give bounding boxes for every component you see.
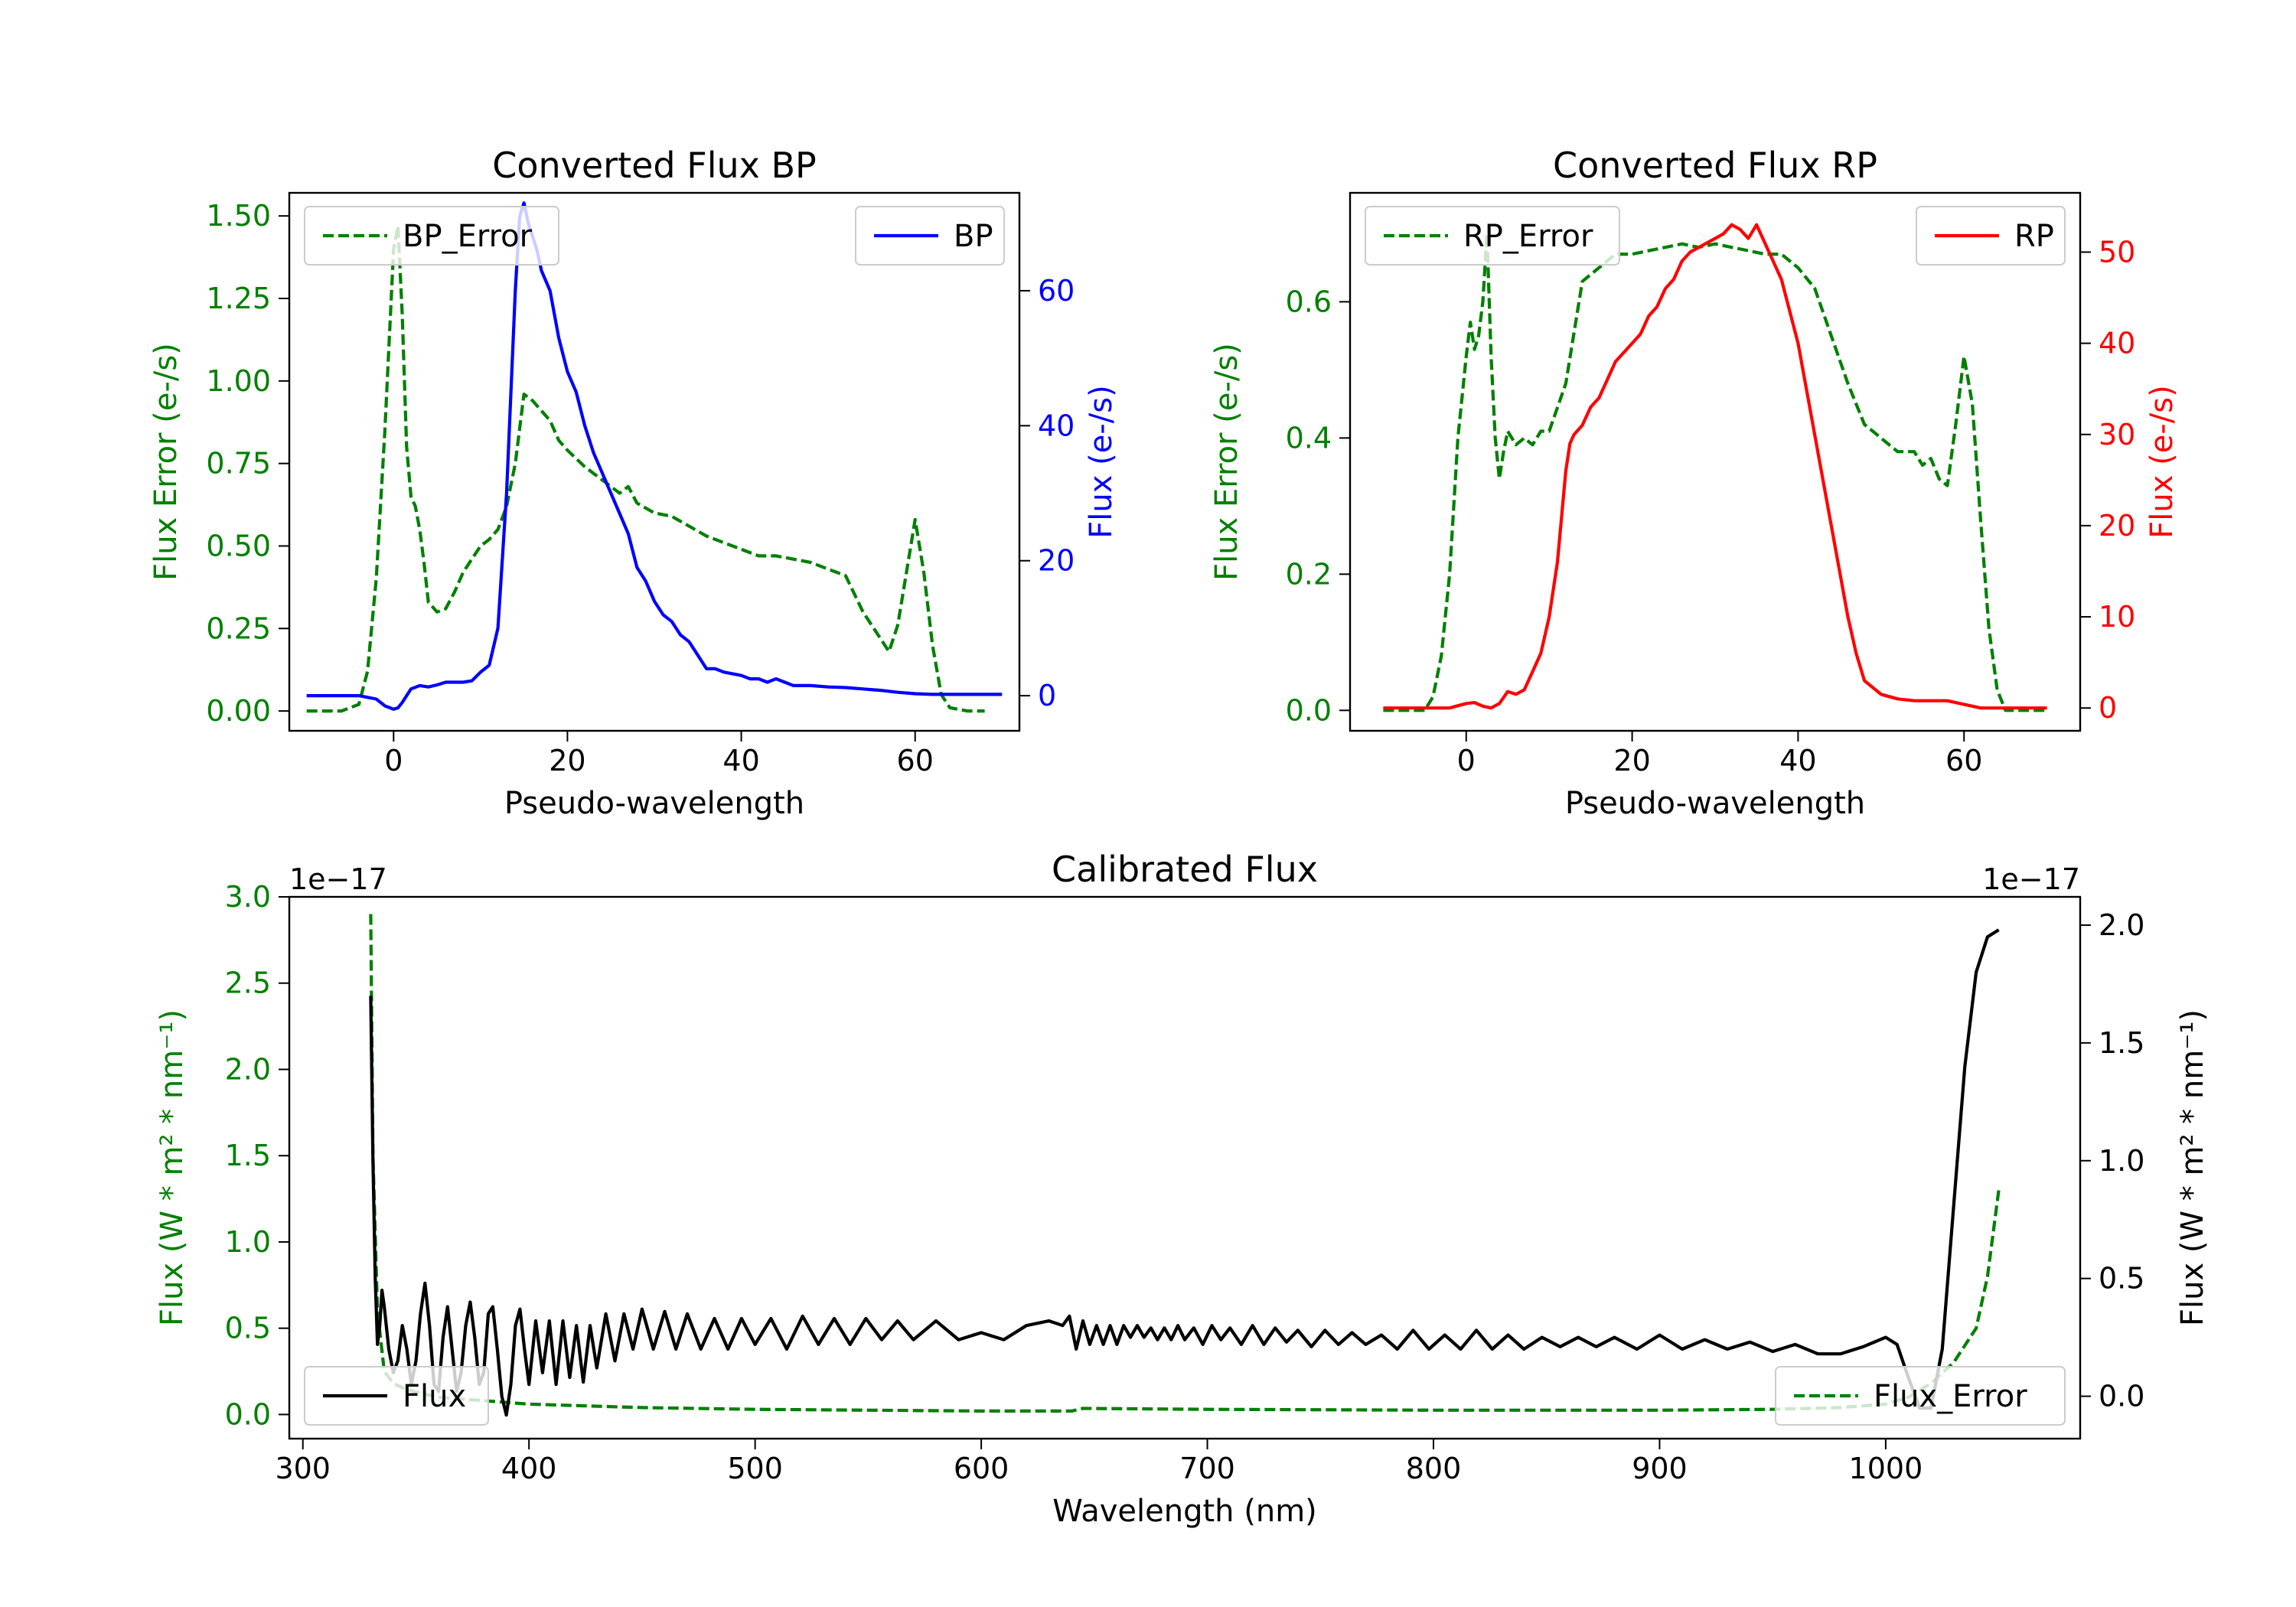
legend-rp: RP: [1916, 207, 2065, 265]
legend-label: RP: [2014, 219, 2054, 254]
series-line-bp-error: [307, 226, 985, 711]
x-tick-label: 300: [275, 1452, 331, 1485]
legend-label: Flux: [403, 1379, 466, 1414]
y-left-axis-label: Flux Error (e-/s): [148, 343, 184, 581]
chart-bp: 0 20 40 60 0.00 0.25 0.50 0.75 1.00 1.25 1.50 0 20 40…: [148, 145, 1119, 821]
x-tick-label: 60: [897, 744, 934, 777]
x-tick-label: 500: [727, 1452, 783, 1485]
y-left-tick-label: 1.50: [206, 199, 271, 233]
series-group: [1383, 225, 2047, 711]
legend-label: RP_Error: [1463, 219, 1593, 254]
y-right-axis-label: Flux (W * m² * nm⁻¹): [2175, 1009, 2210, 1326]
chart-title: Converted Flux BP: [492, 145, 817, 186]
y-left-tick-label: 1.00: [206, 364, 271, 398]
legend-bp-error: BP_Error: [305, 207, 559, 265]
x-axis-label: Pseudo-wavelength: [1565, 786, 1865, 821]
y-left-tick-label: 0.6: [1286, 285, 1332, 318]
y-left-tick-label: 0.2: [1286, 557, 1332, 591]
y-right-tick-label: 2.0: [2099, 908, 2144, 942]
x-axis-label: Pseudo-wavelength: [504, 786, 804, 821]
y-right-tick-label: 40: [2099, 327, 2135, 360]
x-tick-label: 900: [1632, 1452, 1688, 1485]
y-right-tick-label: 1.5: [2099, 1026, 2144, 1060]
y-left-tick-label: 1.0: [225, 1225, 271, 1259]
series-line-rp-error: [1383, 233, 2047, 710]
x-tick-label: 0: [1457, 744, 1476, 777]
y-right-tick-label: 20: [2099, 509, 2135, 543]
figure: 02040600.000.250.500.751.001.251.5002040…: [0, 0, 2296, 1607]
y-right-tick-label: 30: [2099, 418, 2135, 451]
y-right-axis-label: Flux (e-/s): [1084, 385, 1119, 538]
chart-calibrated: 300 400 500 600 700 800 900 1000 0.0 0.5 1.0 1.5 2.0…: [155, 849, 2210, 1529]
x-tick-label: 40: [1779, 744, 1816, 777]
legend-flux-error: Flux_Error: [1776, 1367, 2065, 1425]
y-right-offset-label: 1e−17: [1982, 862, 2080, 896]
y-left-tick-label: 0.5: [225, 1312, 271, 1345]
x-tick-label: 800: [1406, 1452, 1462, 1485]
series-line-flux: [370, 930, 1998, 1415]
chart-title: Converted Flux RP: [1553, 145, 1877, 186]
y-right-tick-label: 10: [2099, 600, 2135, 634]
x-tick-label: 0: [384, 744, 403, 777]
y-left-axis-label: Flux Error (e-/s): [1209, 343, 1244, 581]
chart-title: Calibrated Flux: [1052, 849, 1318, 890]
legend-label: BP: [954, 219, 993, 254]
y-right-tick-label: 0: [2099, 691, 2117, 725]
x-axis-label: Wavelength (nm): [1052, 1494, 1317, 1529]
y-left-tick-label: 0.50: [206, 529, 271, 562]
x-tick-label: 700: [1179, 1452, 1235, 1485]
y-left-tick-label: 0.0: [225, 1397, 271, 1431]
y-left-tick-label: 2.0: [225, 1052, 271, 1086]
y-right-tick-label: 50: [2099, 235, 2135, 269]
y-right-tick-label: 60: [1038, 274, 1075, 308]
series-line-bp: [307, 203, 1003, 709]
y-left-tick-label: 2.5: [225, 966, 271, 1000]
legend-rp-error: RP_Error: [1365, 207, 1619, 265]
y-left-tick-label: 1.25: [206, 282, 271, 315]
y-left-offset-label: 1e−17: [289, 862, 387, 896]
y-left-tick-label: 0.00: [206, 694, 271, 728]
chart-rp: 0 20 40 60 0.0 0.2 0.4 0.6 0 10 20 30 40 50 Converted …: [1209, 145, 2180, 821]
x-tick-label: 20: [549, 744, 585, 777]
legend-bp: BP: [856, 207, 1004, 265]
x-tick-label: 60: [1945, 744, 1982, 777]
x-tick-label: 40: [722, 744, 759, 777]
plot-frame: [1350, 193, 2080, 731]
y-left-tick-label: 0.4: [1286, 421, 1332, 455]
y-left-tick-label: 0.75: [206, 447, 271, 481]
y-right-tick-label: 0: [1038, 679, 1056, 712]
y-left-axis-label: Flux (W * m² * nm⁻¹): [155, 1009, 190, 1326]
y-right-axis-label: Flux (e-/s): [2144, 385, 2180, 538]
series-group: [307, 203, 1003, 711]
x-tick-label: 20: [1613, 744, 1650, 777]
y-left-tick-label: 3.0: [225, 880, 271, 914]
y-right-tick-label: 0.5: [2099, 1262, 2144, 1296]
y-right-tick-label: 20: [1038, 544, 1075, 578]
y-right-tick-label: 1.0: [2099, 1144, 2144, 1178]
x-tick-label: 1000: [1849, 1452, 1923, 1485]
y-left-tick-label: 0.0: [1286, 693, 1332, 727]
x-tick-label: 400: [501, 1452, 557, 1485]
y-left-tick-label: 1.5: [225, 1139, 271, 1172]
y-right-tick-label: 40: [1038, 409, 1075, 442]
y-right-tick-label: 0.0: [2099, 1380, 2144, 1413]
y-left-tick-label: 0.25: [206, 611, 271, 645]
series-group: [370, 914, 1998, 1416]
legend-flux: Flux: [305, 1367, 488, 1425]
x-tick-label: 600: [954, 1452, 1009, 1485]
legend-label: BP_Error: [403, 219, 533, 254]
legend-label: Flux_Error: [1874, 1379, 2027, 1414]
